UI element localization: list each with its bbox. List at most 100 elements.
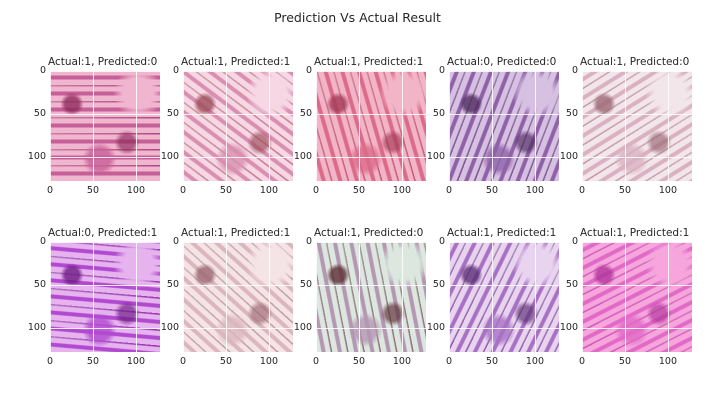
panel-title: Actual:0, Predicted:1 — [48, 227, 158, 239]
y-tick-label: 50 — [432, 107, 445, 119]
x-tick-label: 100 — [259, 185, 278, 196]
gridline-vertical — [92, 242, 94, 352]
histology-image — [582, 242, 692, 352]
gridline-horizontal — [449, 242, 559, 243]
y-tick-label: 50 — [166, 278, 179, 290]
gridline-horizontal — [582, 284, 692, 286]
y-tick-label: 100 — [160, 321, 179, 333]
x-tick-label: 100 — [126, 356, 145, 367]
gridline-horizontal — [449, 156, 559, 158]
gridline-vertical — [534, 242, 536, 352]
y-tick-label: 100 — [426, 321, 445, 333]
image-panel: Actual:1, Predicted:1 0 50 100 0 50 100 — [294, 56, 426, 196]
gridline-horizontal — [449, 327, 559, 329]
y-tick-label: 0 — [305, 65, 312, 76]
y-tick-label: 50 — [33, 278, 46, 290]
y-tick-label: 0 — [571, 236, 578, 247]
x-tick-label: 0 — [578, 356, 586, 367]
y-tick-label: 0 — [172, 236, 179, 247]
x-tick-label: 50 — [618, 185, 632, 196]
gridline-horizontal — [50, 327, 160, 329]
y-tick-label: 0 — [39, 65, 46, 76]
x-tick-label: 0 — [179, 356, 187, 367]
x-tick-label: 0 — [46, 356, 54, 367]
x-tick-label: 100 — [658, 185, 677, 196]
image-panel: Actual:1, Predicted:0 0 50 100 0 50 100 — [28, 56, 160, 196]
x-tick-label: 50 — [485, 185, 499, 196]
y-tick-label: 100 — [293, 321, 312, 333]
y-tick-label: 100 — [160, 150, 179, 162]
tissue-texture — [316, 71, 426, 181]
x-tick-label: 0 — [578, 185, 586, 196]
gridline-vertical — [667, 71, 669, 181]
panel-title: Actual:1, Predicted:1 — [447, 227, 557, 239]
gridline-horizontal — [582, 113, 692, 115]
y-tick-label: 100 — [27, 150, 46, 162]
gridline-horizontal — [50, 113, 160, 115]
panel-title: Actual:1, Predicted:1 — [181, 227, 291, 239]
image-panel: Actual:1, Predicted:1 0 50 100 0 50 100 — [427, 227, 559, 367]
gridline-horizontal — [183, 327, 293, 329]
gridline-vertical — [268, 71, 270, 181]
gridline-horizontal — [316, 113, 426, 115]
x-tick-label: 100 — [658, 356, 677, 367]
tissue-texture — [316, 242, 426, 352]
gridline-vertical — [50, 71, 51, 181]
y-tick-label: 50 — [299, 278, 312, 290]
x-tick-label: 50 — [352, 185, 366, 196]
histology-image — [183, 71, 293, 181]
x-tick-label: 100 — [392, 356, 411, 367]
tissue-texture — [582, 71, 692, 181]
gridline-vertical — [183, 242, 184, 352]
x-tick-label: 0 — [445, 185, 453, 196]
y-tick-label: 50 — [432, 278, 445, 290]
x-tick-label: 100 — [525, 356, 544, 367]
gridline-horizontal — [582, 242, 692, 243]
y-tick-label: 0 — [571, 65, 578, 76]
y-tick-label: 100 — [426, 150, 445, 162]
gridline-vertical — [582, 242, 583, 352]
y-tick-label: 50 — [299, 107, 312, 119]
gridline-horizontal — [183, 284, 293, 286]
gridline-horizontal — [449, 284, 559, 286]
tissue-texture — [50, 71, 160, 181]
y-tick-label: 100 — [27, 321, 46, 333]
image-panel: Actual:1, Predicted:1 0 50 100 0 50 100 — [560, 227, 692, 367]
histology-image — [449, 242, 559, 352]
gridline-horizontal — [449, 113, 559, 115]
gridline-vertical — [225, 71, 227, 181]
gridline-horizontal — [50, 284, 160, 286]
gridline-vertical — [491, 242, 493, 352]
panel-title: Actual:1, Predicted:1 — [580, 227, 690, 239]
x-tick-label: 0 — [46, 185, 54, 196]
panel-title: Actual:1, Predicted:0 — [314, 227, 424, 239]
x-tick-label: 50 — [86, 185, 100, 196]
gridline-vertical — [135, 242, 137, 352]
y-tick-label: 0 — [305, 236, 312, 247]
gridline-vertical — [135, 71, 137, 181]
panel-title: Actual:1, Predicted:1 — [181, 56, 291, 68]
x-tick-label: 50 — [219, 185, 233, 196]
image-panel: Actual:1, Predicted:0 0 50 100 0 50 100 — [294, 227, 426, 367]
gridline-vertical — [667, 242, 669, 352]
y-tick-label: 0 — [172, 65, 179, 76]
histology-image — [449, 71, 559, 181]
gridline-horizontal — [582, 71, 692, 72]
gridline-horizontal — [582, 327, 692, 329]
y-tick-label: 50 — [166, 107, 179, 119]
image-panel: Actual:0, Predicted:1 0 50 100 0 50 100 — [28, 227, 160, 367]
tissue-texture — [582, 242, 692, 352]
tissue-texture — [449, 71, 559, 181]
histology-image — [50, 71, 160, 181]
x-tick-label: 50 — [352, 356, 366, 367]
tissue-texture — [183, 242, 293, 352]
gridline-vertical — [316, 242, 317, 352]
gridline-horizontal — [183, 113, 293, 115]
histology-image — [316, 71, 426, 181]
y-tick-label: 50 — [565, 107, 578, 119]
image-panel: Actual:1, Predicted:0 0 50 100 0 50 100 — [560, 56, 692, 196]
tissue-texture — [50, 242, 160, 352]
x-tick-label: 100 — [525, 185, 544, 196]
x-tick-label: 0 — [179, 185, 187, 196]
gridline-vertical — [534, 71, 536, 181]
